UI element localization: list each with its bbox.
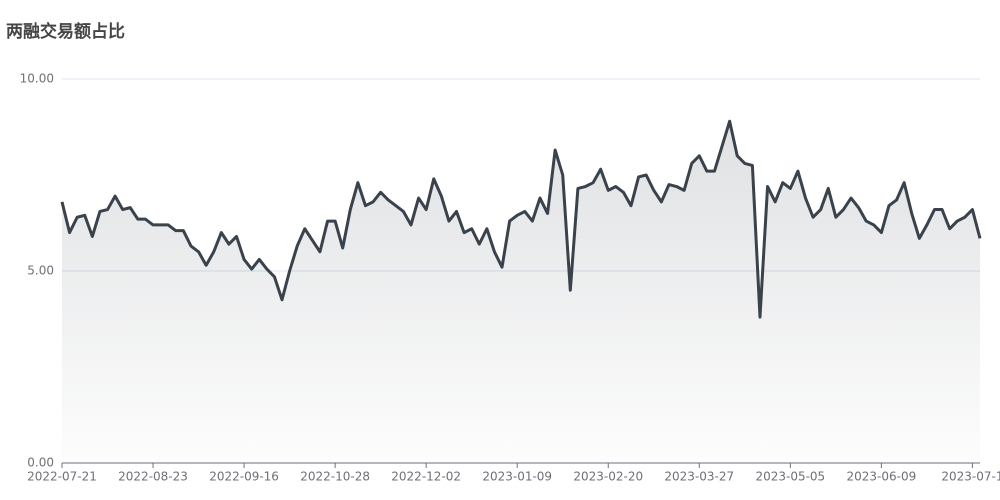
x-tick-label: 2022-08-23 <box>118 470 188 484</box>
x-tick-label: 2023-06-09 <box>846 470 916 484</box>
line <box>60 119 982 319</box>
y-tick-label: 5.00 <box>27 264 54 278</box>
y-tick-label: 10.00 <box>20 72 54 86</box>
x-tick-label: 2022-12-02 <box>391 470 461 484</box>
x-tick-label: 2023-07-1 <box>941 470 1000 484</box>
y-tick-label: 0.00 <box>27 456 54 470</box>
x-tick-label: 2023-01-09 <box>482 470 552 484</box>
x-tick-label: 2022-07-21 <box>27 470 97 484</box>
area-fill <box>62 121 980 464</box>
x-tick-label: 2022-09-16 <box>209 470 279 484</box>
x-tick-label: 2023-05-05 <box>755 470 825 484</box>
x-tick-label: 2023-02-20 <box>573 470 643 484</box>
chart-title: 两融交易额占比 <box>6 21 125 42</box>
x-tick-label: 2022-10-28 <box>300 470 370 484</box>
x-tick-label: 2023-03-27 <box>664 470 734 484</box>
